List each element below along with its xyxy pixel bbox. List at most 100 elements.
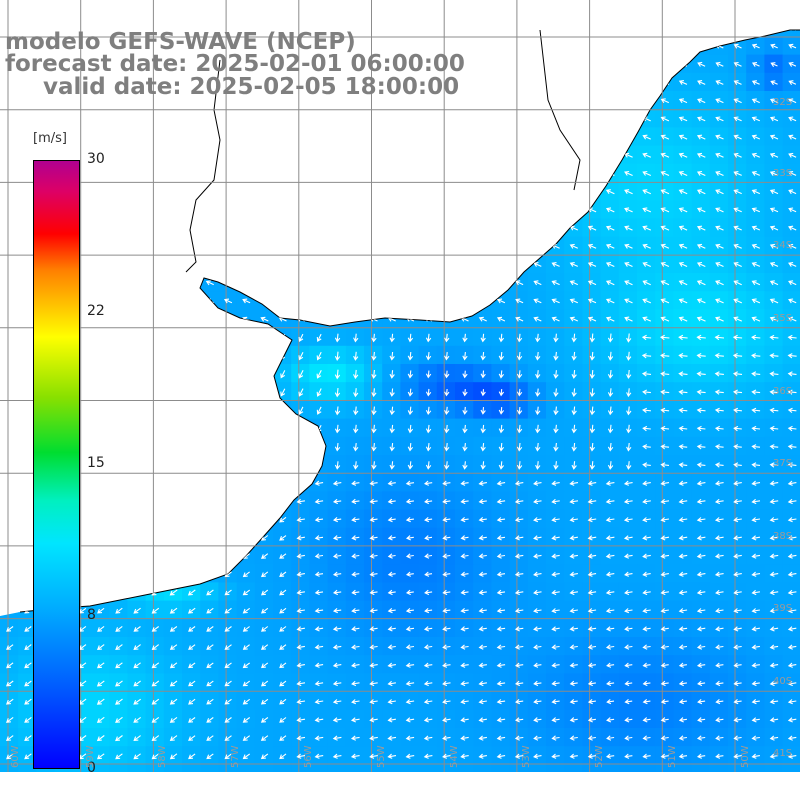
wind-arrow bbox=[696, 280, 706, 286]
wind-arrow bbox=[115, 716, 123, 723]
wind-arrow bbox=[224, 626, 232, 632]
wind-arrow bbox=[296, 535, 305, 541]
wind-arrow bbox=[514, 680, 524, 687]
wind-arrow bbox=[535, 424, 541, 434]
wind-arrow bbox=[533, 298, 542, 304]
wind-arrow bbox=[606, 698, 615, 705]
wind-arrow bbox=[260, 644, 269, 650]
wind-arrow bbox=[188, 717, 196, 723]
wind-arrow bbox=[334, 406, 341, 416]
wind-arrow bbox=[751, 189, 761, 195]
wind-arrow bbox=[660, 589, 669, 596]
wind-arrow bbox=[151, 607, 160, 614]
wind-arrow bbox=[642, 262, 651, 267]
wind-arrow bbox=[751, 753, 760, 759]
wind-arrow bbox=[623, 480, 633, 486]
wind-arrow bbox=[605, 225, 615, 231]
wind-arrow bbox=[624, 280, 633, 286]
coastline bbox=[19, 29, 800, 613]
wind-arrow bbox=[425, 333, 432, 343]
wind-arrow bbox=[24, 662, 32, 669]
wind-arrow bbox=[715, 61, 724, 67]
wind-arrow bbox=[696, 225, 706, 231]
wind-arrow bbox=[314, 662, 324, 668]
wind-arrow bbox=[242, 680, 251, 687]
wind-arrow bbox=[496, 571, 506, 577]
wind-arrow bbox=[332, 535, 342, 541]
wind-arrow bbox=[569, 626, 578, 632]
wind-arrow bbox=[642, 298, 652, 304]
wind-arrow bbox=[660, 316, 670, 322]
wind-arrow bbox=[787, 735, 797, 741]
wind-arrow bbox=[696, 626, 706, 632]
wind-arrow bbox=[678, 735, 687, 741]
wind-arrow bbox=[389, 370, 395, 379]
wind-arrow bbox=[423, 753, 433, 759]
wind-arrow bbox=[678, 389, 688, 395]
wind-arrow bbox=[733, 407, 742, 413]
wind-arrow bbox=[642, 389, 651, 395]
wind-arrow bbox=[498, 370, 505, 379]
wind-arrow bbox=[169, 716, 178, 723]
wind-arrow bbox=[442, 644, 451, 650]
wind-arrow bbox=[553, 370, 559, 379]
wind-arrow bbox=[351, 589, 360, 596]
wind-arrow bbox=[787, 699, 797, 705]
wind-arrow bbox=[678, 753, 688, 759]
wind-arrow bbox=[423, 626, 433, 632]
wind-arrow bbox=[551, 553, 560, 559]
wind-arrow bbox=[496, 644, 506, 650]
wind-arrow bbox=[460, 498, 469, 505]
wind-arrow bbox=[605, 753, 615, 759]
lat-label: 36S bbox=[773, 386, 793, 397]
wind-arrow bbox=[280, 370, 286, 379]
wind-arrow bbox=[535, 351, 541, 361]
wind-arrow bbox=[442, 626, 451, 632]
wind-arrow bbox=[496, 316, 506, 322]
wind-arrow bbox=[642, 480, 651, 486]
wind-arrow bbox=[496, 517, 506, 523]
wind-arrow bbox=[480, 424, 486, 434]
wind-arrow bbox=[296, 571, 305, 577]
lon-label: 57W bbox=[230, 745, 241, 768]
wind-arrow bbox=[607, 388, 614, 398]
wind-arrow bbox=[697, 717, 706, 723]
wind-arrow bbox=[24, 716, 32, 723]
wind-arrow bbox=[696, 389, 706, 395]
wind-arrow bbox=[444, 443, 450, 452]
wind-arrow bbox=[480, 461, 486, 470]
wind-arrow bbox=[733, 444, 742, 450]
wind-arrow bbox=[642, 189, 652, 195]
wind-arrow bbox=[733, 644, 742, 650]
wind-arrow bbox=[387, 626, 396, 632]
wind-arrow bbox=[769, 425, 779, 432]
wind-arrow bbox=[460, 644, 469, 650]
wind-arrow bbox=[514, 735, 524, 741]
wind-arrow bbox=[769, 644, 779, 650]
wind-arrow bbox=[697, 80, 706, 85]
wind-arrow bbox=[587, 243, 597, 249]
wind-arrow bbox=[442, 571, 451, 577]
wind-arrow bbox=[642, 243, 651, 249]
wind-arrow bbox=[587, 553, 597, 559]
wind-arrow bbox=[314, 753, 324, 759]
wind-arrow bbox=[605, 280, 615, 286]
wind-arrow bbox=[642, 425, 651, 432]
wind-arrow bbox=[389, 424, 395, 434]
wind-arrow bbox=[769, 98, 779, 104]
lon-label: 50W bbox=[740, 745, 751, 768]
wind-arrow bbox=[314, 480, 324, 486]
wind-arrow bbox=[751, 171, 761, 176]
wind-arrow bbox=[369, 735, 378, 741]
wind-arrow bbox=[696, 517, 706, 523]
wind-arrow bbox=[569, 517, 578, 523]
wind-arrow bbox=[314, 535, 324, 541]
wind-arrow bbox=[626, 424, 632, 434]
wind-arrow bbox=[715, 316, 724, 322]
wind-arrow bbox=[751, 62, 760, 67]
wind-arrow bbox=[624, 608, 633, 614]
wind-arrow bbox=[444, 352, 450, 361]
wind-arrow bbox=[169, 589, 178, 596]
wind-arrow bbox=[696, 444, 706, 450]
wind-arrow bbox=[751, 371, 761, 377]
